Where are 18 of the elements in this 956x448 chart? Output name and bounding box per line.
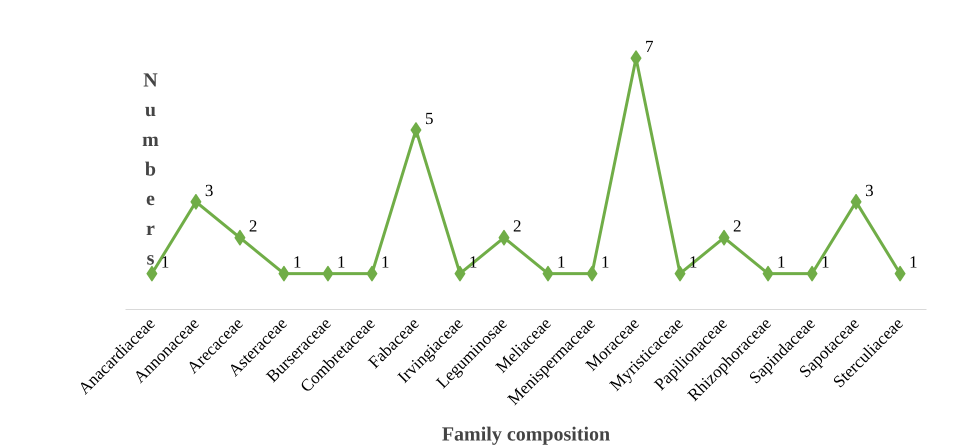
data-label: 1 (909, 252, 918, 272)
data-label: 2 (512, 216, 522, 236)
data-label: 3 (204, 180, 214, 200)
data-label: 1 (336, 252, 346, 272)
y-axis-title: Numbers (142, 69, 160, 270)
data-label: 1 (292, 252, 302, 272)
data-label: 1 (601, 252, 610, 272)
data-label: 2 (733, 216, 742, 236)
data-label: 7 (645, 37, 654, 56)
data-label: 2 (248, 216, 258, 236)
data-label: 1 (380, 252, 390, 272)
data-label: 1 (557, 252, 566, 272)
data-label: 5 (424, 108, 434, 128)
data-label: 1 (821, 252, 830, 272)
x-axis-title: Family composition (442, 423, 610, 446)
data-label: 1 (160, 252, 170, 272)
data-label: 1 (777, 252, 786, 272)
data-label: 3 (865, 180, 874, 200)
